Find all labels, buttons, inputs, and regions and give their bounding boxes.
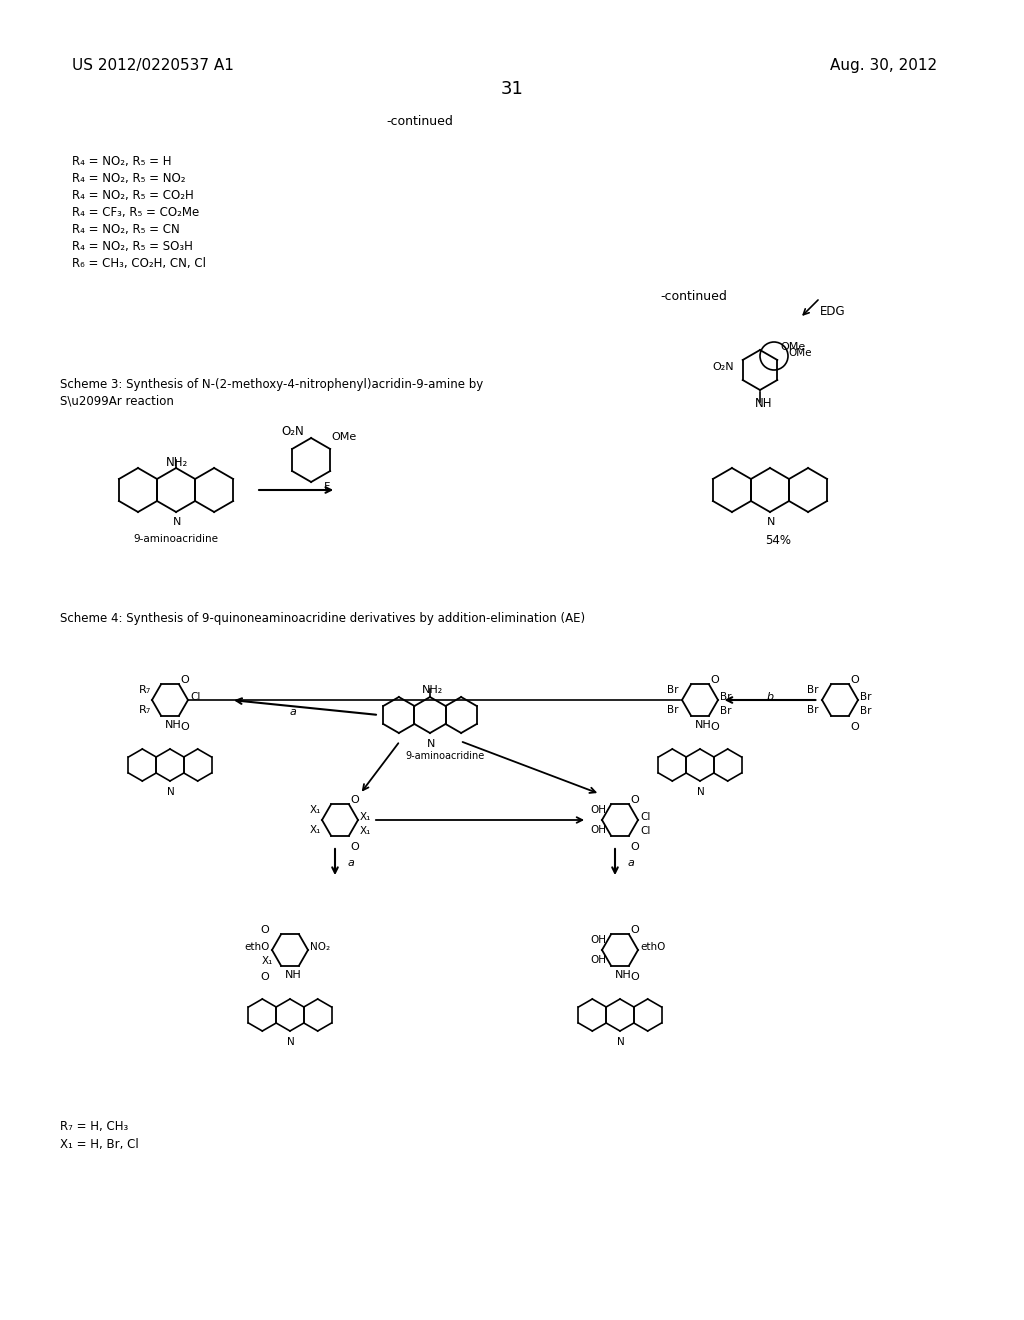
Text: ethO: ethO — [244, 942, 269, 952]
Text: F: F — [325, 482, 331, 492]
Text: Scheme 3: Synthesis of N-(2-methoxy-4-nitrophenyl)acridin-9-amine by: Scheme 3: Synthesis of N-(2-methoxy-4-ni… — [60, 378, 483, 391]
Text: NH₂: NH₂ — [422, 685, 443, 696]
Text: NH: NH — [755, 397, 772, 411]
Text: OH: OH — [590, 935, 606, 945]
Text: NH: NH — [695, 719, 712, 730]
Text: X₁: X₁ — [360, 812, 372, 822]
Text: Br: Br — [667, 685, 679, 696]
Text: N: N — [617, 1038, 625, 1047]
Text: X₁: X₁ — [310, 825, 322, 836]
Text: O: O — [350, 842, 358, 851]
Text: 9-aminoacridine: 9-aminoacridine — [406, 751, 484, 762]
Text: EDG: EDG — [820, 305, 846, 318]
Text: O: O — [630, 842, 639, 851]
Text: O: O — [630, 795, 639, 805]
Text: R₄ = CF₃, R₅ = CO₂Me: R₄ = CF₃, R₅ = CO₂Me — [72, 206, 200, 219]
Text: O: O — [710, 722, 719, 733]
Text: Cl: Cl — [190, 692, 201, 702]
Text: OMe: OMe — [780, 342, 805, 352]
Text: X₁ = H, Br, Cl: X₁ = H, Br, Cl — [60, 1138, 138, 1151]
Text: OMe: OMe — [331, 432, 356, 442]
Text: -continued: -continued — [387, 115, 454, 128]
Text: O: O — [850, 722, 859, 733]
Text: N: N — [767, 517, 775, 527]
Text: ethO: ethO — [640, 942, 666, 952]
Text: Br: Br — [807, 685, 818, 696]
Text: OH: OH — [590, 805, 606, 814]
Text: R₄ = NO₂, R₅ = NO₂: R₄ = NO₂, R₅ = NO₂ — [72, 172, 185, 185]
Text: O₂N: O₂N — [282, 425, 304, 438]
Text: X₁: X₁ — [360, 826, 372, 836]
Text: Br: Br — [720, 706, 731, 715]
Text: a: a — [628, 858, 635, 869]
Text: Br: Br — [667, 705, 679, 715]
Text: N: N — [167, 787, 175, 797]
Text: Br: Br — [860, 692, 871, 702]
Text: NO₂: NO₂ — [310, 942, 330, 952]
Text: O: O — [630, 972, 639, 982]
Text: O: O — [180, 722, 188, 733]
Text: -continued: -continued — [660, 290, 727, 304]
Text: Br: Br — [807, 705, 818, 715]
Text: OMe: OMe — [788, 348, 811, 358]
Text: O: O — [850, 675, 859, 685]
Text: a: a — [290, 708, 297, 717]
Text: N: N — [173, 517, 181, 527]
Text: OH: OH — [590, 825, 606, 836]
Text: 9-aminoacridine: 9-aminoacridine — [133, 535, 218, 544]
Text: US 2012/0220537 A1: US 2012/0220537 A1 — [72, 58, 233, 73]
Text: OH: OH — [590, 954, 606, 965]
Text: R₄ = NO₂, R₅ = CN: R₄ = NO₂, R₅ = CN — [72, 223, 180, 236]
Text: O: O — [260, 972, 268, 982]
Text: X₁: X₁ — [310, 805, 322, 814]
Text: R₇: R₇ — [139, 685, 152, 696]
Text: N: N — [287, 1038, 295, 1047]
Text: O: O — [260, 925, 268, 935]
Text: Br: Br — [860, 706, 871, 715]
Text: Scheme 4: Synthesis of 9-quinoneaminoacridine derivatives by addition-eliminatio: Scheme 4: Synthesis of 9-quinoneaminoacr… — [60, 612, 585, 624]
Text: O: O — [180, 675, 188, 685]
Text: NH: NH — [285, 970, 302, 979]
Text: N: N — [697, 787, 705, 797]
Text: R₆ = CH₃, CO₂H, CN, Cl: R₆ = CH₃, CO₂H, CN, Cl — [72, 257, 206, 271]
Text: R₇ = H, CH₃: R₇ = H, CH₃ — [60, 1119, 128, 1133]
Text: 54%: 54% — [765, 535, 791, 546]
Text: O: O — [630, 925, 639, 935]
Text: 31: 31 — [501, 81, 523, 98]
Text: b: b — [767, 692, 774, 702]
Text: Br: Br — [720, 692, 731, 702]
Text: Aug. 30, 2012: Aug. 30, 2012 — [830, 58, 937, 73]
Text: NH₂: NH₂ — [166, 455, 188, 469]
Text: R₄ = NO₂, R₅ = H: R₄ = NO₂, R₅ = H — [72, 154, 171, 168]
Text: S\u2099Ar reaction: S\u2099Ar reaction — [60, 393, 174, 407]
Text: NH: NH — [615, 970, 632, 979]
Text: a: a — [348, 858, 355, 869]
Text: O: O — [350, 795, 358, 805]
Text: R₄ = NO₂, R₅ = SO₃H: R₄ = NO₂, R₅ = SO₃H — [72, 240, 193, 253]
Text: Cl: Cl — [640, 812, 650, 822]
Text: R₄ = NO₂, R₅ = CO₂H: R₄ = NO₂, R₅ = CO₂H — [72, 189, 194, 202]
Text: O₂N: O₂N — [712, 362, 733, 372]
Text: X₁: X₁ — [262, 956, 273, 966]
Text: R₇: R₇ — [139, 705, 152, 715]
Text: NH: NH — [165, 719, 181, 730]
Text: N: N — [427, 739, 435, 748]
Text: O: O — [710, 675, 719, 685]
Text: Cl: Cl — [640, 826, 650, 836]
